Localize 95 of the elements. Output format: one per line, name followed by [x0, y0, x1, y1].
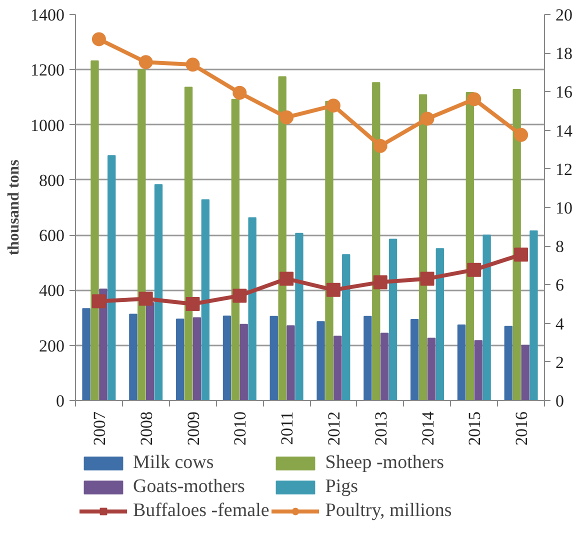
point	[467, 262, 482, 277]
bar	[466, 92, 474, 400]
bar	[504, 326, 512, 400]
point	[186, 297, 200, 311]
legend-label: Milk cows	[133, 452, 214, 474]
bar	[436, 248, 444, 400]
bar	[364, 316, 372, 400]
bar	[129, 314, 138, 400]
bar	[325, 100, 334, 400]
point	[232, 86, 247, 100]
point	[326, 98, 340, 113]
x-tick-label: 2009	[184, 412, 203, 446]
y-tick-label: 800	[39, 170, 64, 190]
point	[467, 92, 482, 106]
bar	[240, 324, 248, 400]
point	[420, 112, 434, 126]
y2-tick-label: 2	[556, 352, 564, 372]
y2-tick-label: 8	[556, 237, 564, 256]
point	[326, 282, 340, 297]
y-tick-label: 1000	[30, 116, 64, 135]
bar	[278, 76, 286, 400]
x-tick-label: 2014	[418, 411, 438, 446]
x-tick-label: 2011	[278, 411, 297, 445]
x-tick-label: 2015	[465, 412, 484, 446]
y-tick-label: 0	[56, 392, 64, 410]
point	[514, 248, 528, 262]
bar	[146, 302, 154, 400]
bar	[82, 308, 90, 400]
x-tick-label: 2016	[512, 412, 532, 446]
bar	[482, 234, 491, 400]
bar	[380, 332, 389, 400]
y-tick-label: 400	[39, 281, 64, 300]
x-tick-label: 2012	[324, 412, 344, 446]
bar	[222, 316, 232, 400]
y-tick-label: 1400	[30, 6, 64, 24]
bar	[418, 94, 428, 400]
y2-tick-label: 12	[556, 160, 572, 179]
point	[373, 275, 388, 290]
bar	[512, 88, 521, 400]
bar	[521, 344, 530, 400]
bar	[138, 69, 146, 400]
bar	[388, 238, 398, 400]
point	[92, 294, 106, 308]
point	[280, 110, 294, 124]
y-axis-title: thousand tons	[6, 160, 22, 256]
y2-tick-label: 20	[556, 6, 572, 24]
bar	[90, 60, 99, 400]
legend-label: Buffaloes -female	[133, 500, 270, 522]
y2-tick-label: 10	[556, 198, 572, 218]
y2-tick-label: 6	[556, 276, 564, 295]
legend-label: Sheep -mothers	[325, 452, 444, 474]
bar	[192, 317, 202, 400]
legend-label: Pigs	[325, 476, 358, 498]
y-tick-label: 200	[39, 336, 64, 356]
bar	[410, 318, 419, 400]
y2-tick-label: 4	[556, 314, 564, 334]
point	[138, 55, 153, 70]
bar	[316, 321, 325, 400]
bar	[474, 340, 482, 400]
x-tick-label: 2013	[371, 412, 390, 446]
y-tick-label: 1200	[30, 60, 64, 80]
bar	[176, 318, 184, 400]
bar	[286, 325, 295, 400]
bar	[295, 232, 304, 400]
x-tick-label: 2007	[90, 411, 109, 446]
legend-label: Poultry, millions	[325, 500, 452, 522]
bar	[201, 199, 210, 400]
bar	[457, 324, 466, 400]
bar	[248, 217, 256, 400]
x-tick-label: 2010	[230, 412, 250, 446]
y2-tick-label: 18	[556, 44, 572, 64]
bar	[231, 98, 240, 400]
bar	[427, 338, 436, 400]
point	[92, 32, 106, 46]
point	[514, 128, 528, 142]
x-tick-label: 2008	[136, 412, 156, 446]
legend-label: Goats-mothers	[133, 476, 245, 498]
bar	[184, 86, 193, 400]
bar	[108, 155, 116, 400]
bar	[342, 254, 350, 400]
point	[280, 272, 294, 286]
point	[186, 58, 200, 72]
y2-tick-label: 14	[556, 121, 573, 140]
point	[232, 288, 247, 303]
bar	[334, 336, 342, 400]
bar	[530, 230, 538, 400]
y2-tick-label: 0	[556, 392, 564, 410]
point	[138, 292, 153, 306]
y-tick-label: 600	[39, 226, 64, 246]
y2-tick-label: 16	[556, 82, 572, 102]
bar	[372, 82, 380, 400]
bar	[270, 316, 278, 400]
point	[373, 138, 388, 153]
bar	[154, 184, 163, 400]
point	[420, 272, 434, 286]
